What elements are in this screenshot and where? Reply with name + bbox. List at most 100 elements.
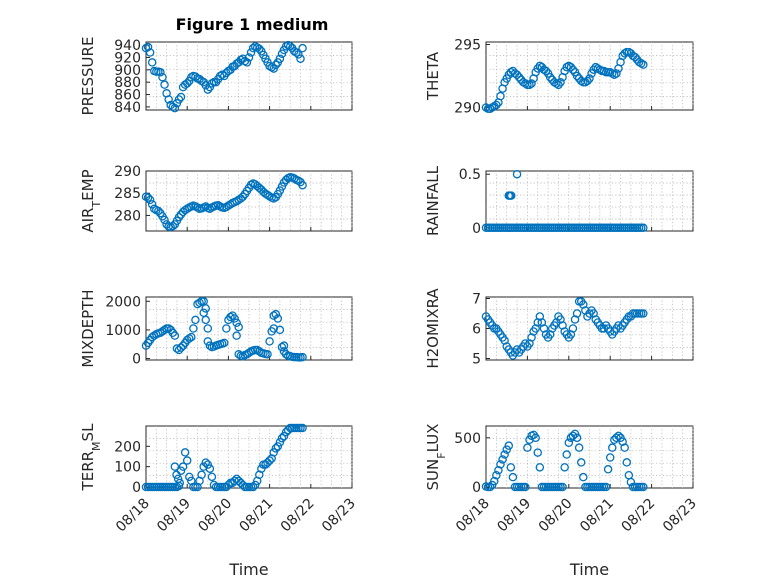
data-point [560,463,569,472]
data-point [566,62,576,72]
data-point [201,304,210,313]
data-point [275,186,285,195]
data-point [626,477,636,487]
data-point [554,80,563,90]
data-point [589,65,598,74]
data-point [246,48,256,57]
data-point [608,69,617,78]
y-tick-label: 5 [472,352,481,368]
subplot-4: 0 0.5 RAINFALL [424,165,694,237]
data-point [203,85,213,94]
x-tick-label: 08/23 [319,496,359,536]
data-point [500,450,509,459]
data-point [265,456,274,465]
data-point [639,60,648,69]
data-point [197,470,206,480]
data-point [232,318,241,328]
data-point [145,195,155,205]
data-point [222,324,231,333]
data-point [265,337,274,346]
data-point [147,200,157,209]
data-point [250,480,260,490]
data-point [182,79,192,88]
y-axis-label: RAINFALL [424,165,442,236]
data-point [248,43,258,53]
data-point [496,460,505,469]
data-point [172,470,181,480]
data-point [143,42,153,52]
data-point [576,76,586,86]
data-point [147,58,157,67]
data-point [514,73,524,82]
data-point [168,221,178,231]
data-point [506,463,516,472]
data-point [271,60,281,70]
data-point [545,73,555,82]
x-axis-label: Time [569,560,609,579]
data-point [271,309,281,319]
data-point [487,103,497,112]
data-point [605,67,615,77]
data-point [535,463,545,472]
data-point [614,431,623,441]
x-tick-label: 08/19 [154,496,194,536]
y-tick-label: 880 [114,75,141,91]
data-point [173,474,183,484]
data-point [568,65,578,74]
x-tick-label: 08/19 [494,496,534,536]
data-point [203,337,213,346]
data-point [298,43,307,53]
data-point [174,212,184,222]
data-point [205,464,215,473]
data-point [191,315,200,325]
data-point [187,332,196,342]
data-point [572,433,582,443]
data-point [579,472,588,482]
y-tick-label: 840 [114,100,141,116]
data-point [608,443,617,452]
y-tick-label: 2000 [105,294,141,310]
data-point [492,470,501,480]
data-point [226,312,235,322]
data-point [203,460,213,469]
data-point [269,448,278,457]
data-point [639,309,648,318]
data-point [255,44,264,54]
data-point [232,331,241,340]
data-point [523,443,532,452]
data-point [603,465,613,474]
data-point [585,74,594,83]
data-point [185,334,194,343]
data-point [512,70,522,79]
data-point [583,76,592,86]
data-point [273,442,283,451]
data-point [572,71,582,81]
data-point [275,438,285,447]
data-point [612,69,621,78]
x-tick-label: 08/18 [113,496,153,536]
data-point [620,49,629,58]
x-tick-label: 08/22 [619,496,659,536]
data-point [504,441,514,450]
data-point [610,70,619,79]
data-point [154,206,163,216]
data-point [145,48,155,57]
axes-frame [485,170,694,232]
data-point [485,482,495,492]
data-point [612,433,621,443]
data-point [160,325,169,335]
data-point [525,80,534,90]
data-point [605,453,615,462]
data-point [481,103,491,112]
subplot-8: 0 500 08/18 08/19 08/20 08/21 08/22 08/23 Time SU… [424,424,700,579]
data-point [591,62,600,72]
data-point [556,78,565,87]
data-point [639,223,648,233]
data-point [178,462,188,471]
data-point [265,192,274,201]
data-point [531,433,540,443]
x-tick-label: 08/18 [453,496,493,536]
data-point [298,423,307,433]
y-tick-label: 6 [472,322,481,338]
x-tick-label: 08/21 [237,496,277,536]
